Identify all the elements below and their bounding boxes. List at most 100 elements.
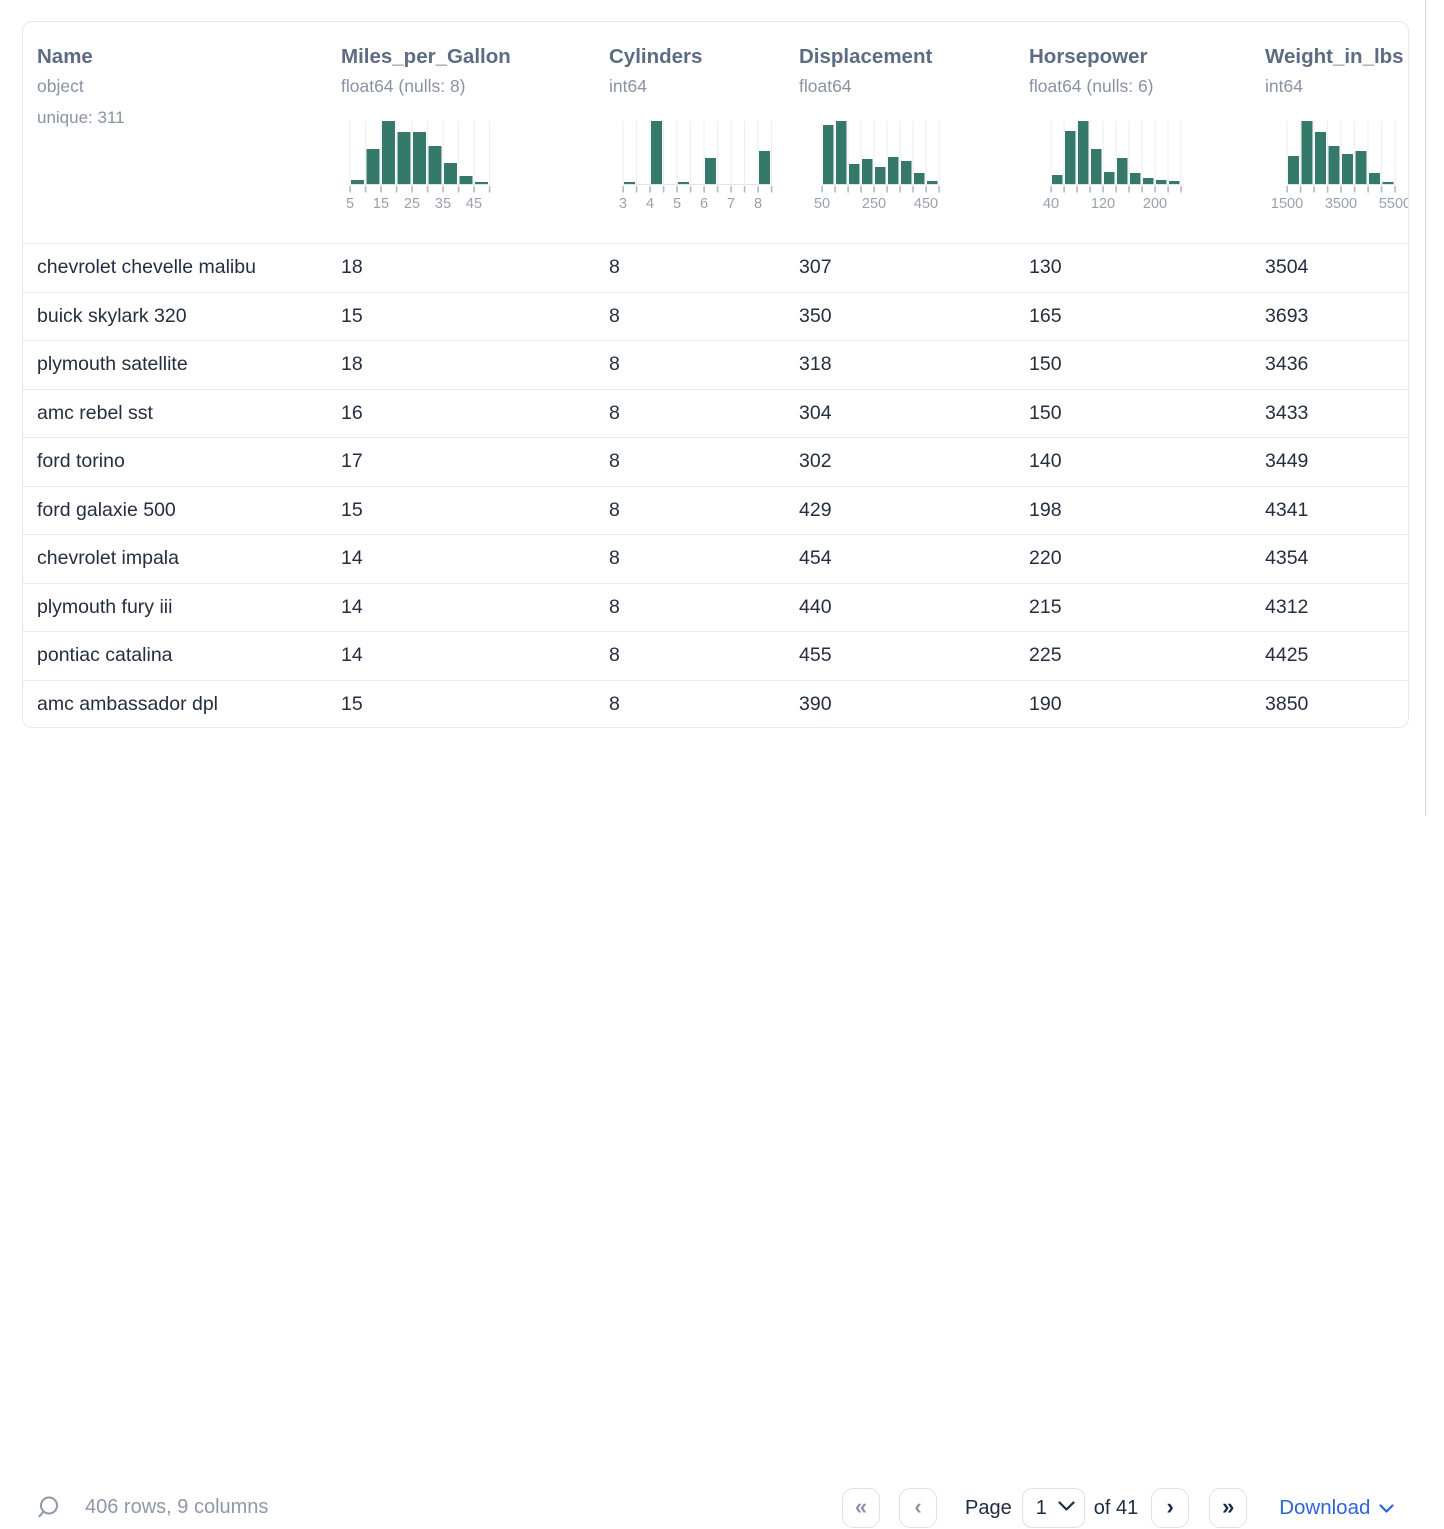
- page-label: Page: [965, 1496, 1012, 1519]
- cell-Displacement: 307: [799, 256, 832, 279]
- cell-Horsepower: 198: [1029, 498, 1062, 521]
- cell-Horsepower: 165: [1029, 304, 1062, 327]
- first-page-button[interactable]: «: [842, 1488, 880, 1528]
- svg-text:7: 7: [727, 196, 735, 212]
- next-page-button[interactable]: ›: [1151, 1488, 1190, 1528]
- table-row: pontiac catalina 14 8 455 225 4425: [23, 631, 1408, 680]
- cell-Name: plymouth satellite: [37, 353, 188, 376]
- cell-Miles_per_Gallon: 15: [341, 304, 363, 327]
- column-name: Displacement: [799, 45, 933, 68]
- cell-Displacement: 304: [799, 401, 832, 424]
- cell-Displacement: 429: [799, 498, 832, 521]
- cell-Cylinders: 8: [609, 353, 620, 376]
- cell-Displacement: 318: [799, 353, 832, 376]
- chevron-down-icon: [1370, 1496, 1394, 1520]
- search-icon: [36, 1496, 64, 1525]
- page-select-value: 1: [1035, 1496, 1047, 1519]
- table-row: ford torino 17 8 302 140 3449: [23, 437, 1408, 486]
- download-button[interactable]: Download: [1279, 1496, 1394, 1520]
- cell-Horsepower: 150: [1029, 353, 1062, 376]
- cell-Displacement: 454: [799, 547, 832, 570]
- svg-text:250: 250: [862, 196, 886, 212]
- svg-text:5: 5: [673, 196, 681, 212]
- cell-Cylinders: 8: [609, 498, 620, 521]
- cell-Cylinders: 8: [609, 644, 620, 667]
- cell-Cylinders: 8: [609, 256, 620, 279]
- cell-Horsepower: 130: [1029, 256, 1062, 279]
- cell-Miles_per_Gallon: 14: [341, 595, 363, 618]
- cell-Name: chevrolet chevelle malibu: [37, 256, 256, 279]
- histogram-Displacement: 50 250 450: [814, 121, 980, 216]
- cell-Cylinders: 8: [609, 595, 620, 618]
- cell-Cylinders: 8: [609, 450, 620, 473]
- cell-Cylinders: 8: [609, 547, 620, 570]
- cell-Weight_in_lbs: 3850: [1265, 692, 1309, 715]
- column-name: Miles_per_Gallon: [341, 45, 511, 68]
- cell-Horsepower: 140: [1029, 450, 1062, 473]
- table-row: plymouth fury iii 14 8 440 215 4312: [23, 582, 1408, 632]
- svg-text:3: 3: [619, 196, 627, 212]
- table-body: chevrolet chevelle malibu 18 8 307 130 3504 bu…: [23, 243, 1408, 727]
- column-type: int64: [609, 76, 647, 96]
- svg-text:35: 35: [435, 196, 451, 212]
- prev-page-button[interactable]: ‹: [899, 1488, 937, 1528]
- page-total: of 41: [1093, 1496, 1139, 1519]
- cell-Horsepower: 215: [1029, 595, 1062, 618]
- svg-text:8: 8: [754, 196, 762, 212]
- cell-Name: chevrolet impala: [37, 547, 179, 570]
- column-name: Cylinders: [609, 45, 703, 68]
- svg-text:200: 200: [1143, 196, 1167, 212]
- svg-text:6: 6: [700, 196, 708, 212]
- cell-Weight_in_lbs: 4341: [1265, 498, 1309, 521]
- cell-Miles_per_Gallon: 14: [341, 644, 363, 667]
- cell-Displacement: 302: [799, 450, 832, 473]
- download-label: Download: [1279, 1496, 1371, 1519]
- cell-Cylinders: 8: [609, 401, 620, 424]
- pagination: « ‹ Page 1 of 41 › » Download: [842, 1487, 1394, 1529]
- cell-Name: buick skylark 320: [37, 304, 187, 327]
- cell-Displacement: 440: [799, 595, 832, 618]
- histogram-Cylinders: 3 4 5 6 7 8: [619, 121, 813, 216]
- cell-Name: plymouth fury iii: [37, 595, 173, 618]
- table-row: ford galaxie 500 15 8 429 198 4341: [23, 485, 1408, 535]
- column-type: float64 (nulls: 6): [1029, 76, 1154, 96]
- cell-Weight_in_lbs: 3504: [1265, 256, 1309, 279]
- cell-Miles_per_Gallon: 18: [341, 256, 363, 279]
- cell-Horsepower: 150: [1029, 401, 1062, 424]
- column-type: object: [37, 76, 84, 96]
- table-row: chevrolet impala 14 8 454 220 4354: [23, 534, 1408, 583]
- svg-text:25: 25: [404, 196, 420, 212]
- cell-Name: pontiac catalina: [37, 644, 173, 667]
- cell-Miles_per_Gallon: 18: [341, 353, 363, 376]
- pane-divider: [1425, 0, 1426, 816]
- row-count-summary: 406 rows, 9 columns: [85, 1496, 269, 1518]
- table-row: plymouth satellite 18 8 318 150 3436: [23, 340, 1408, 389]
- cell-Horsepower: 190: [1029, 692, 1062, 715]
- cell-Name: ford galaxie 500: [37, 498, 176, 521]
- search-button[interactable]: [36, 1494, 64, 1522]
- column-header-Displacement: Displacement float64 50 250 450: [799, 22, 1029, 243]
- column-type: int64: [1265, 76, 1303, 96]
- last-page-button[interactable]: »: [1209, 1488, 1248, 1528]
- svg-text:5: 5: [346, 196, 354, 212]
- svg-text:15: 15: [373, 196, 389, 212]
- page-select[interactable]: 1: [1021, 1488, 1085, 1528]
- cell-Miles_per_Gallon: 14: [341, 547, 363, 570]
- column-header-Name: Name object unique: 311: [23, 22, 341, 243]
- svg-text:45: 45: [466, 196, 482, 212]
- cell-Name: amc ambassador dpl: [37, 692, 219, 715]
- cell-Weight_in_lbs: 4354: [1265, 547, 1309, 570]
- svg-text:3500: 3500: [1325, 196, 1357, 212]
- svg-text:50: 50: [814, 196, 830, 212]
- cell-Weight_in_lbs: 3693: [1265, 304, 1309, 327]
- cell-Weight_in_lbs: 4425: [1265, 644, 1309, 667]
- column-header-Weight_in_lbs: Weight_in_lbs int64 1500 3500 5500: [1265, 22, 1409, 243]
- svg-text:5500: 5500: [1379, 196, 1409, 212]
- svg-text:1500: 1500: [1271, 196, 1303, 212]
- svg-text:120: 120: [1091, 196, 1115, 212]
- column-name: Name: [37, 45, 93, 68]
- table-row: amc rebel sst 16 8 304 150 3433: [23, 388, 1408, 438]
- column-header-Cylinders: Cylinders int64 3 4 5 6 7 8: [609, 22, 799, 243]
- column-unique-count: unique: 311: [37, 108, 125, 127]
